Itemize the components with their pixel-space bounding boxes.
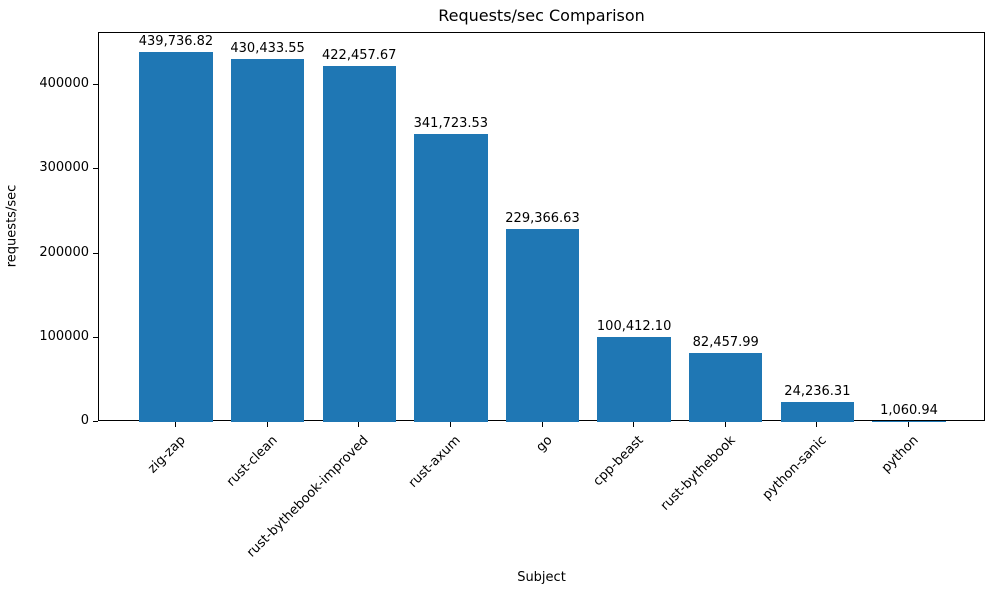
y-axis-tick [93,252,98,254]
bar [780,401,855,422]
bar [505,228,580,422]
x-axis-tick [908,422,910,427]
chart-title: Requests/sec Comparison [438,6,645,25]
y-axis-tick-label: 200000 [39,244,89,260]
bar-value-label: 229,366.63 [505,210,580,226]
x-axis-tick [541,422,543,427]
x-axis-tick [633,422,635,427]
x-axis-tick [449,422,451,427]
x-axis-tick [358,422,360,427]
y-axis-tick-label: 400000 [39,76,89,91]
x-axis-tick [724,422,726,427]
bar-value-label: 439,736.82 [138,33,214,49]
y-axis-tick [93,336,98,338]
bar [872,421,946,422]
bar-value-label: 430,433.55 [230,41,305,57]
bar-value-label: 341,723.53 [413,116,489,132]
y-axis-tick [93,84,98,85]
y-axis-tick-label: 300000 [39,160,89,176]
bar [597,337,671,422]
y-axis-tick-label: 100000 [39,328,89,344]
bar-value-label: 100,412.10 [596,319,672,335]
bar [139,51,213,422]
bar-value-label: 1,060.94 [880,403,938,418]
y-axis-tick [93,421,98,422]
bar-value-label: 422,457.67 [322,48,397,64]
y-axis-tick [93,168,98,170]
bar [322,66,396,422]
bar [689,352,763,422]
bar-value-label: 82,457.99 [692,334,759,350]
x-axis-tick [816,422,818,427]
bar-value-label: 24,236.31 [784,383,851,399]
plot-area: 439,736.82 430,433.55 422,457.67 341,723.53… [98,32,985,422]
x-axis-label: Subject [517,570,566,585]
bar [414,134,488,422]
bar [230,59,305,422]
y-axis-tick-label: 0 [80,413,89,428]
x-axis-tick [174,422,176,427]
x-axis-tick [266,422,268,427]
y-axis-label: requests/sec [4,184,20,268]
